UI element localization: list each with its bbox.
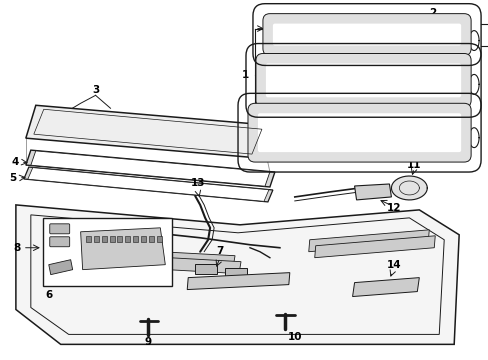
Text: 13: 13: [190, 178, 205, 188]
Text: 1: 1: [241, 71, 248, 80]
Text: 2: 2: [428, 8, 436, 18]
FancyBboxPatch shape: [265, 63, 460, 97]
Polygon shape: [308, 230, 428, 252]
Text: 12: 12: [386, 203, 401, 213]
Polygon shape: [391, 176, 427, 200]
Polygon shape: [81, 228, 165, 270]
Text: 9: 9: [144, 337, 152, 347]
FancyBboxPatch shape: [258, 113, 460, 152]
Polygon shape: [31, 151, 269, 186]
Polygon shape: [24, 167, 272, 202]
Polygon shape: [26, 150, 274, 187]
Bar: [149, 236, 154, 242]
Polygon shape: [28, 168, 268, 201]
Bar: [85, 236, 90, 242]
Bar: [125, 236, 130, 242]
FancyBboxPatch shape: [263, 14, 470, 55]
Text: 4: 4: [12, 157, 19, 167]
FancyBboxPatch shape: [247, 103, 470, 162]
Bar: [133, 236, 138, 242]
Polygon shape: [352, 278, 419, 297]
Bar: [141, 236, 146, 242]
Text: 6: 6: [45, 289, 52, 300]
Polygon shape: [354, 184, 390, 200]
Text: 7: 7: [216, 246, 224, 256]
Bar: [157, 236, 162, 242]
Text: 10: 10: [287, 332, 302, 342]
Polygon shape: [26, 105, 269, 158]
Text: 14: 14: [386, 260, 401, 270]
Bar: [109, 236, 114, 242]
Bar: [102, 236, 106, 242]
Bar: [117, 236, 122, 242]
Polygon shape: [187, 273, 289, 289]
Text: 8: 8: [14, 243, 21, 253]
Bar: [195, 264, 217, 274]
Polygon shape: [16, 205, 458, 345]
Polygon shape: [83, 248, 235, 268]
FancyBboxPatch shape: [255, 54, 470, 107]
Text: 3: 3: [92, 85, 99, 95]
Polygon shape: [314, 236, 434, 258]
FancyBboxPatch shape: [50, 237, 69, 247]
Text: 5: 5: [10, 173, 17, 183]
Polygon shape: [49, 260, 73, 275]
Polygon shape: [95, 254, 241, 274]
FancyBboxPatch shape: [50, 224, 69, 234]
FancyBboxPatch shape: [272, 24, 460, 45]
Bar: [42, 218, 172, 285]
Bar: [93, 236, 99, 242]
Text: 11: 11: [406, 160, 421, 170]
Bar: [224, 268, 246, 278]
